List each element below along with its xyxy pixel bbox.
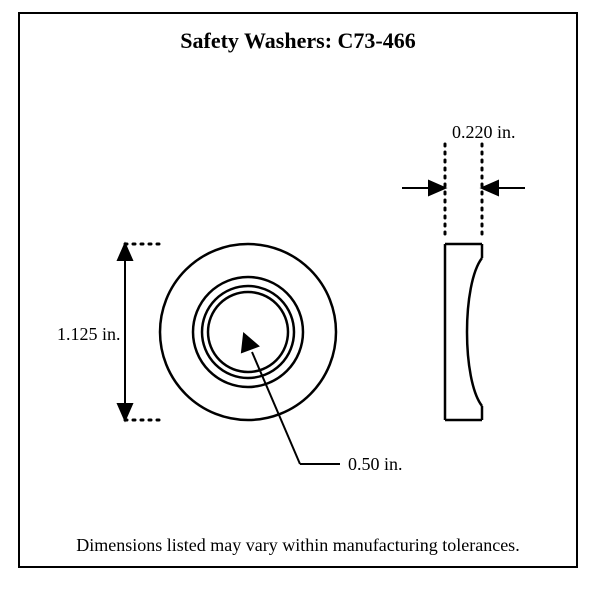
front-view-washer xyxy=(160,244,336,420)
dim-thickness xyxy=(402,144,525,240)
side-view-washer xyxy=(445,244,482,420)
page: Safety Washers: C73-466 xyxy=(0,0,600,600)
label-inner-diameter: 0.50 in. xyxy=(348,454,403,475)
drawing-canvas xyxy=(20,14,576,566)
dim-outer-diameter xyxy=(118,244,162,420)
label-outer-diameter: 1.125 in. xyxy=(57,324,121,345)
drawing-frame: Safety Washers: C73-466 xyxy=(18,12,578,568)
label-thickness: 0.220 in. xyxy=(452,122,516,143)
leader-inner-diameter xyxy=(242,334,340,464)
footer-note: Dimensions listed may vary within manufa… xyxy=(20,535,576,556)
